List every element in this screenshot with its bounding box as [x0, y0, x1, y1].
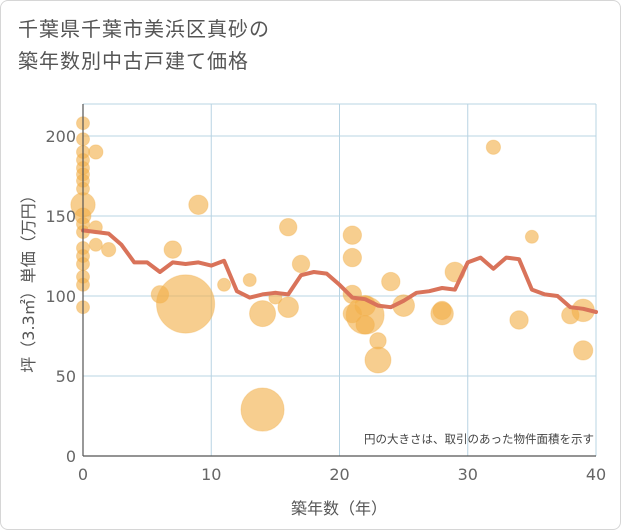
- y-tick-label: 100: [45, 287, 76, 306]
- tick-labels: 0 10 20 30 40 0 50 100 150 200: [45, 127, 606, 484]
- y-tick-label: 200: [45, 127, 76, 146]
- trend-line: [81, 228, 598, 314]
- data-bubble: [188, 194, 209, 215]
- x-tick-label: 0: [78, 465, 88, 484]
- chart-title: 千葉県千葉市美浜区真砂の 築年数別中古戸建て価格: [18, 13, 270, 77]
- x-tick-label: 40: [586, 465, 606, 484]
- data-bubble: [381, 271, 401, 292]
- data-bubble: [430, 301, 454, 326]
- data-bubble: [364, 346, 392, 374]
- title-line-2: 築年数別中古戸建て価格: [18, 49, 249, 73]
- data-bubble: [509, 310, 529, 330]
- data-bubble: [242, 273, 257, 287]
- y-tick-label: 50: [56, 367, 76, 386]
- y-tick-label: 150: [45, 207, 76, 226]
- x-tick-label: 20: [329, 465, 349, 484]
- data-bubble: [277, 296, 299, 318]
- data-bubble: [355, 315, 375, 335]
- x-tick-label: 30: [458, 465, 478, 484]
- data-bubble: [163, 240, 182, 259]
- data-bubble: [291, 254, 311, 274]
- trend-line-layer: [81, 228, 598, 314]
- y-tick-label: 0: [66, 447, 76, 466]
- bubble-series: [70, 116, 595, 432]
- data-bubble: [573, 340, 594, 361]
- grid-lines: [83, 103, 597, 456]
- data-bubble: [217, 277, 232, 292]
- data-bubble: [240, 387, 285, 432]
- data-bubble: [524, 229, 539, 244]
- x-tick-label: 10: [201, 465, 221, 484]
- data-bubble: [342, 225, 363, 245]
- data-bubble: [88, 237, 103, 252]
- y-axis-label: 坪（3.3㎡）単価（万円）: [19, 187, 38, 372]
- x-axis-label: 築年数（年）: [291, 499, 387, 518]
- title-line-1: 千葉県千葉市美浜区真砂の: [18, 17, 270, 41]
- data-bubble: [278, 217, 298, 237]
- data-bubble: [101, 241, 117, 258]
- data-bubble: [88, 144, 104, 160]
- data-bubble: [249, 300, 277, 328]
- data-bubble: [485, 139, 502, 155]
- size-annotation: 円の大きさは、取引のあった物件面積を示す: [364, 432, 594, 446]
- data-bubble: [342, 247, 363, 268]
- data-bubble: [156, 274, 216, 334]
